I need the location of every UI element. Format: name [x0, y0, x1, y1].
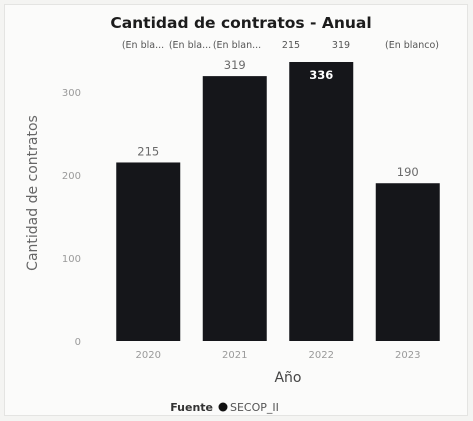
bar-2022[interactable]: [289, 62, 354, 341]
bar-chart: Cantidad de contratos - Anual (En bla...…: [25, 14, 440, 414]
x-axis-label: Año: [274, 370, 301, 386]
bar-2021[interactable]: [202, 76, 267, 341]
chart-title: Cantidad de contratos - Anual: [110, 14, 371, 32]
data-labels: 215 319 336 190: [137, 58, 418, 179]
legend-marker-secop-ii: [218, 402, 228, 412]
y-tick-0: 0: [75, 337, 81, 348]
x-tick-2022: 2022: [309, 350, 334, 361]
x-tick-2020: 2020: [136, 350, 161, 361]
data-label-2020: 215: [137, 144, 159, 158]
top-annotation-4: 319: [332, 40, 350, 51]
legend: Fuente SECOP_II: [170, 401, 279, 414]
y-axis-label: Cantidad de contratos: [25, 115, 41, 271]
legend-entry-secop-ii: SECOP_II: [230, 401, 279, 414]
data-label-2021: 319: [224, 58, 246, 72]
top-annotation-2: (En blan...: [213, 40, 261, 51]
top-annotations: (En bla... (En bla... (En blan... 215 319 (En…: [122, 40, 439, 51]
y-tick-100: 100: [62, 254, 81, 265]
bars: [116, 62, 440, 341]
top-annotation-3: 215: [282, 40, 300, 51]
y-axis: 0 100 200 300: [62, 88, 81, 348]
x-tick-2021: 2021: [222, 350, 247, 361]
data-label-2023: 190: [397, 165, 419, 179]
top-annotation-5: (En blanco): [385, 40, 439, 51]
x-axis: 2020 2021 2022 2023: [136, 350, 421, 361]
top-annotation-1: (En bla...: [169, 40, 211, 51]
data-label-2022: 336: [309, 68, 333, 82]
y-tick-300: 300: [62, 88, 81, 99]
bar-2023[interactable]: [375, 183, 440, 341]
bar-2020[interactable]: [116, 162, 181, 341]
y-tick-200: 200: [62, 171, 81, 182]
top-annotation-0: (En bla...: [122, 40, 164, 51]
legend-title: Fuente: [170, 401, 213, 414]
chart-frame: Cantidad de contratos - Anual (En bla...…: [4, 4, 468, 416]
x-tick-2023: 2023: [395, 350, 420, 361]
